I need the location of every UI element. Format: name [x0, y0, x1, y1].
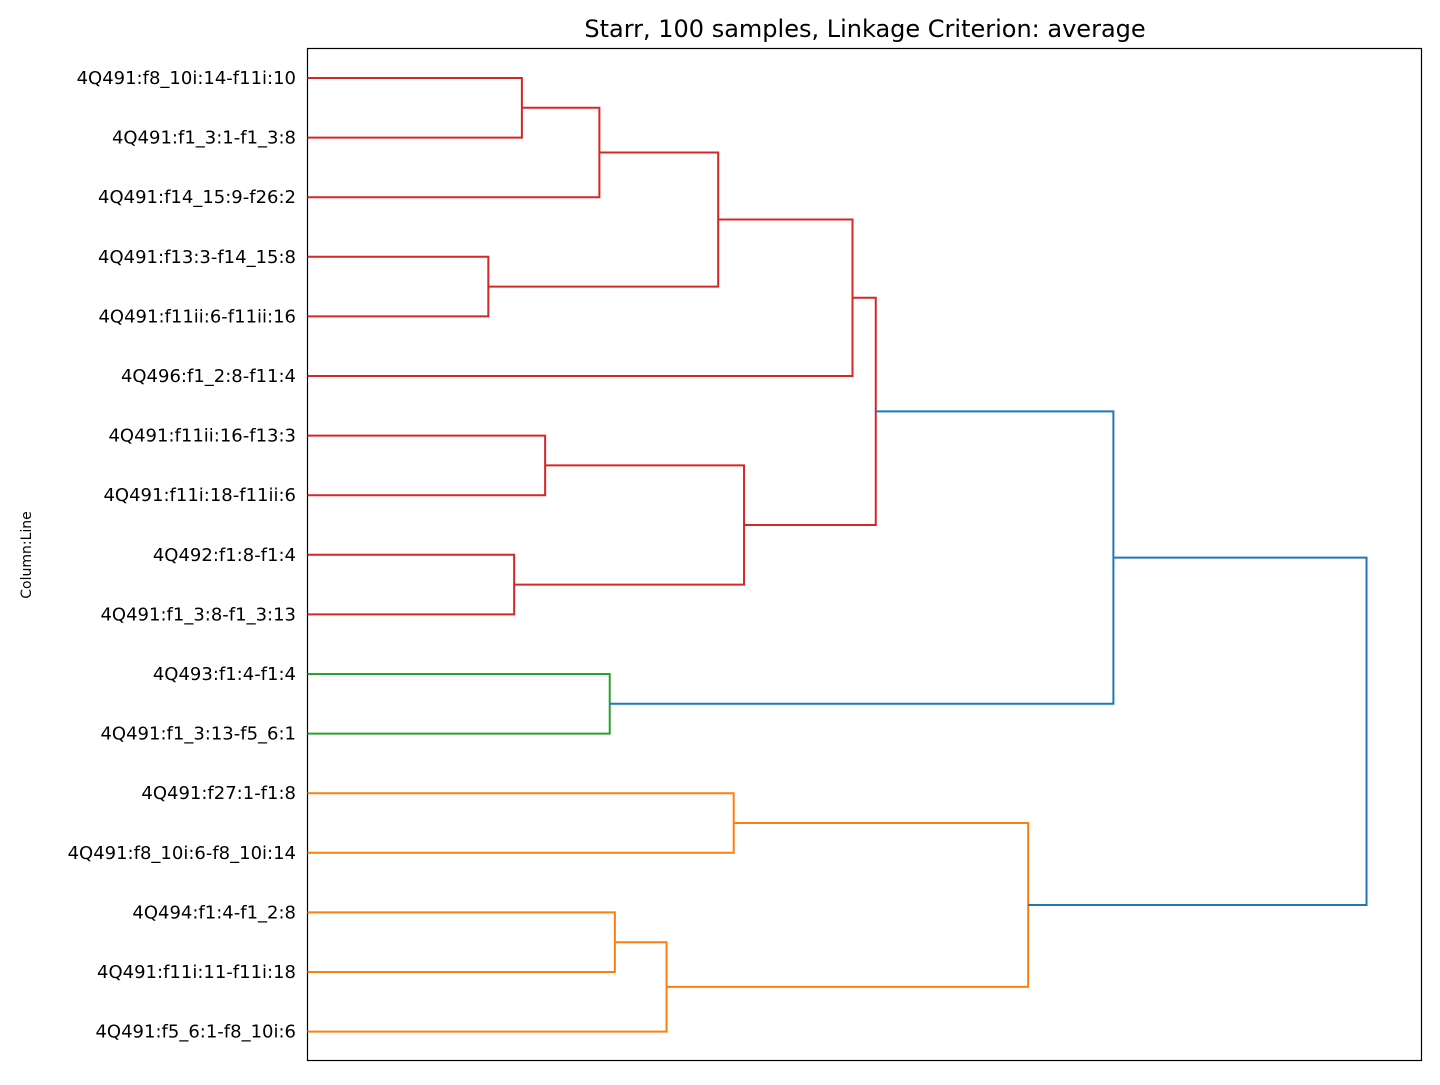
dendrogram-link-n2 — [307, 106, 601, 199]
dendrogram-link-n1 — [307, 77, 523, 139]
leaf-label: 4Q494:f1:4-f1_2:8 — [132, 902, 296, 923]
dendrogram-link-n3 — [307, 255, 490, 318]
leaf-label: 4Q491:f1_3:8-f1_3:13 — [100, 604, 296, 625]
dendrogram-link-n9 — [744, 296, 877, 526]
leaf-label: 4Q491:f11i:11-f11i:18 — [97, 962, 296, 983]
dendrogram-link-n8 — [514, 464, 746, 586]
dendrogram-link-n16 — [1028, 556, 1368, 906]
leaf-labels: 4Q491:f8_10i:14-f11i:10 4Q491:f1_3:1-f1_3… — [68, 68, 296, 1043]
dendrogram-link-n6 — [307, 434, 547, 497]
leaf-label: 4Q492:f1:8-f1:4 — [153, 545, 296, 566]
leaf-label: 4Q491:f14_15:9-f26:2 — [98, 187, 296, 208]
leaf-label: 4Q491:f8_10i:14-f11i:10 — [77, 68, 296, 89]
leaf-label: 4Q491:f11ii:16-f13:3 — [108, 426, 296, 447]
dendrogram-link-n15 — [666, 822, 1030, 988]
dendrogram-link-n10 — [307, 673, 611, 735]
dendrogram-link-n5 — [307, 218, 854, 377]
leaf-label: 4Q491:f1_3:1-f1_3:8 — [112, 128, 296, 149]
leaf-label: 4Q491:f8_10i:6-f8_10i:14 — [68, 843, 296, 864]
leaf-label: 4Q496:f1_2:8-f11:4 — [121, 366, 296, 387]
leaf-label: 4Q491:f5_6:1-f8_10i:6 — [95, 1022, 296, 1043]
leaf-label: 4Q491:f13:3-f14_15:8 — [98, 247, 296, 268]
y-axis-label: Column:Line — [19, 511, 35, 599]
chart-title: Starr, 100 samples, Linkage Criterion: a… — [584, 15, 1145, 43]
leaf-label: 4Q491:f11ii:6-f11ii:16 — [98, 306, 296, 327]
leaf-label: 4Q491:f27:1-f1:8 — [141, 783, 296, 804]
dendrogram-link-n7 — [307, 553, 516, 616]
dendrogram-link-n12 — [307, 792, 735, 854]
leaf-label: 4Q493:f1:4-f1:4 — [153, 664, 296, 685]
dendrogram-link-n4 — [488, 151, 720, 288]
dendrogram-links — [307, 77, 1368, 1033]
dendrogram-link-n11 — [609, 410, 1115, 705]
leaf-label: 4Q491:f1_3:13-f5_6:1 — [100, 724, 296, 745]
dendrogram-link-n14 — [307, 941, 668, 1033]
dendrogram-link-n13 — [307, 911, 616, 973]
leaf-label: 4Q491:f11i:18-f11ii:6 — [103, 485, 296, 506]
